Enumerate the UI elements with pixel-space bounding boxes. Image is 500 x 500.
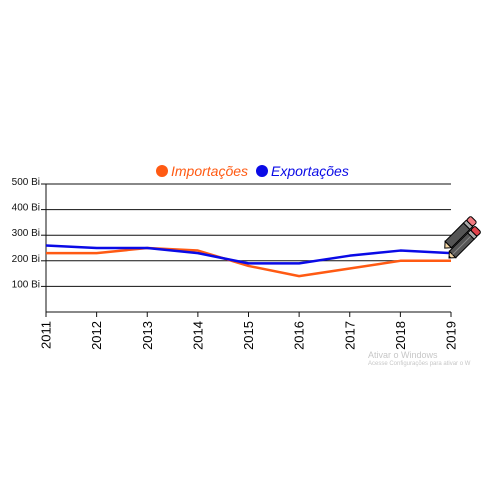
series-line <box>45 244 452 265</box>
watermark-subtitle: Acesse Configurações para ativar o W <box>368 361 471 367</box>
pencil-icon <box>444 216 481 259</box>
legend-marker <box>156 165 168 177</box>
series-line <box>46 246 451 278</box>
x-tick-label: 2017 <box>342 321 357 350</box>
y-tick-label: 300 Bi <box>12 228 40 239</box>
y-tick-label: 200 Bi <box>12 254 40 265</box>
x-tick-label: 2016 <box>292 321 307 350</box>
x-axis-ticks: 2011 2012 2013 2014 2015 2016 2017 2018 2019 <box>39 312 459 350</box>
legend-label: Importações <box>171 163 248 179</box>
grid-lines <box>41 183 451 313</box>
x-tick-label: 2015 <box>241 321 256 350</box>
x-tick-label: 2011 <box>39 321 54 349</box>
watermark-title: Ativar o Windows <box>368 350 438 360</box>
x-tick-label: 2013 <box>140 321 155 350</box>
series-lines <box>45 244 452 278</box>
y-tick-label: 100 Bi <box>12 279 40 290</box>
y-tick-label: 500 Bi <box>12 177 40 188</box>
x-tick-label: 2018 <box>393 321 408 350</box>
x-tick-label: 2012 <box>89 321 104 350</box>
legend-label: Exportações <box>271 163 349 179</box>
legend-marker <box>256 165 268 177</box>
y-tick-label: 400 Bi <box>12 203 40 214</box>
y-axis-ticks: 100 Bi 200 Bi 300 Bi 400 Bi 500 Bi <box>12 177 40 290</box>
x-tick-label: 2019 <box>444 321 459 350</box>
legend: Importações Exportações <box>156 163 349 179</box>
x-tick-label: 2014 <box>190 321 205 350</box>
